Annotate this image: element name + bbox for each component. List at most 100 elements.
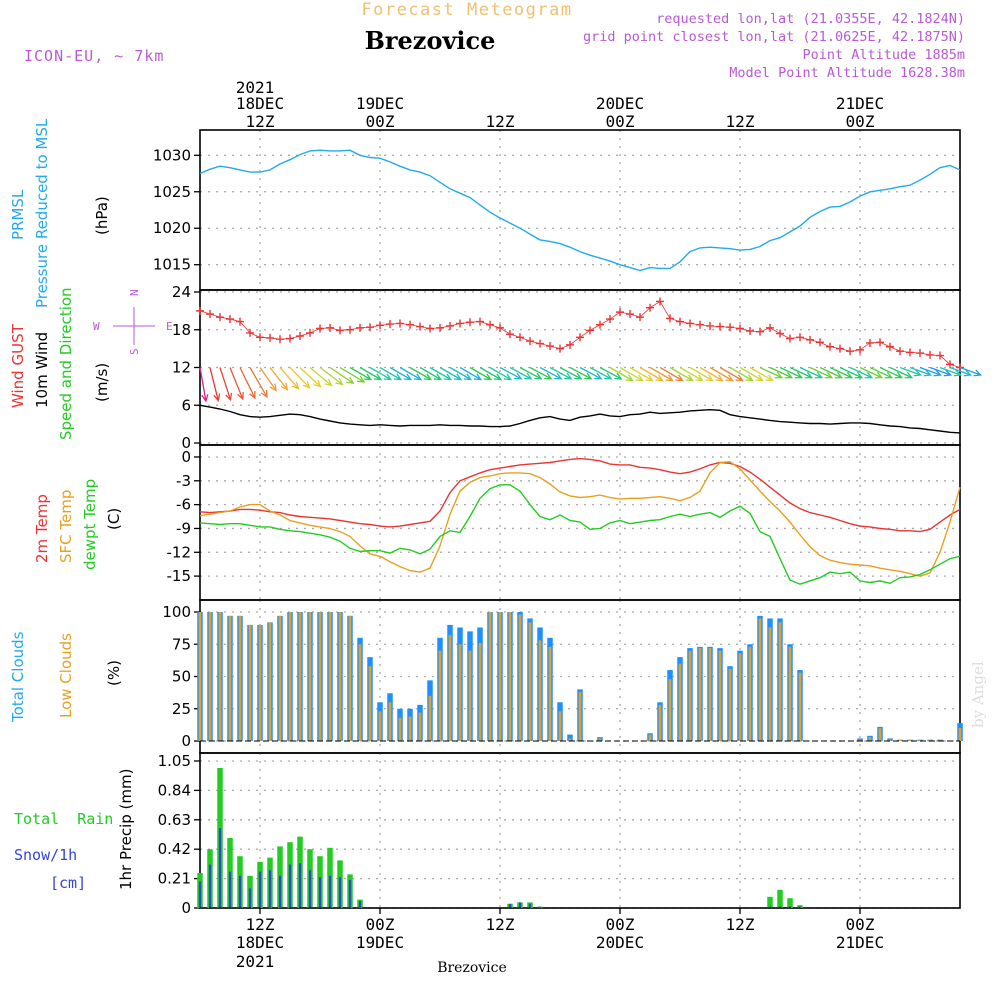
wind-arrow-head (503, 373, 513, 381)
wind-arrow (349, 366, 372, 381)
credit: by Angel (969, 661, 987, 728)
compass-rose: N W E S (93, 289, 173, 355)
ytick-label: 0 (181, 899, 191, 917)
snow-bar (508, 903, 512, 908)
ytick-label: -12 (167, 543, 192, 561)
wind-arrow (949, 366, 971, 376)
wind-arrow-head (463, 373, 473, 381)
wind-arrow-head (933, 369, 943, 377)
snow-bar (238, 875, 242, 908)
wind-arrow-head (363, 373, 373, 381)
model-name: ICON-EU, ~ 7km (24, 47, 164, 65)
wind-arrow (569, 366, 592, 380)
panel-wind: 0 6 12 18 24 (172, 283, 983, 452)
footer-location: Brezovice (437, 960, 507, 976)
label-sfc-temp: SFC Temp (57, 490, 75, 563)
wind-arrow (519, 366, 542, 380)
total-cloud-bar (887, 738, 893, 741)
snow-bar (788, 906, 792, 908)
rain-bar (767, 896, 773, 908)
ytick-label: -3 (176, 472, 191, 490)
low-cloud-bar (928, 739, 932, 741)
low-cloud-bar (448, 635, 452, 741)
wind-arrow-head (655, 374, 664, 382)
wind-arrow-head (443, 373, 453, 381)
low-cloud-bar (488, 612, 492, 741)
wind-arrow-head (874, 371, 884, 379)
wind-arrow-head (313, 379, 322, 388)
top-year: 2021 (236, 78, 275, 97)
label-ms: (m/s) (93, 363, 111, 402)
wind-arrow-head (453, 373, 463, 381)
wind-arrow (229, 367, 244, 400)
label-2m-temp: 2m Temp (33, 494, 51, 563)
bottom-date-label: 18DEC (236, 933, 284, 952)
low-cloud-bar (748, 646, 752, 741)
wind-arrow (409, 366, 432, 381)
top-date-label: 19DEC (356, 94, 404, 113)
low-cloud-bar (658, 704, 662, 741)
wind-arrow (879, 366, 903, 379)
low-cloud-bar (858, 739, 862, 741)
wind-arrow (919, 366, 941, 376)
wind-arrow (449, 366, 472, 381)
label-prmsl: PRMSL (9, 189, 27, 240)
wind-arrow (309, 367, 332, 386)
wind-arrow (779, 366, 803, 379)
wind-arrow (359, 366, 382, 381)
snow-bar (358, 901, 362, 908)
low-cloud-bar (388, 702, 392, 741)
wind-arrow-head (324, 378, 333, 387)
bottom-hour-label: 12Z (486, 915, 515, 934)
low-cloud-bar (958, 728, 962, 741)
wind-arrow (249, 367, 268, 398)
gridpoint-coords: grid point closest lon,lat (21.0625E, 42… (583, 29, 965, 45)
wind-arrow-head (715, 374, 724, 382)
wind-arrow-head (635, 374, 644, 382)
wind-arrow-head (784, 371, 794, 379)
bottom-hour-label: 12Z (246, 915, 275, 934)
wind-arrow-head (423, 373, 433, 381)
low-cloud-bar (288, 612, 292, 741)
wind-arrow-head (237, 391, 244, 401)
wind-arrow-head (493, 373, 503, 381)
compass-w: W (93, 320, 100, 333)
wind-arrow-head (544, 372, 553, 380)
low-cloud-bar (598, 738, 602, 741)
low-cloud-bar (428, 695, 432, 741)
panel-labels: PRMSL Pressure Reduced to MSL (hPa) Wind… (9, 118, 173, 892)
low-cloud-bar (398, 717, 402, 741)
wind-arrow-head (814, 371, 824, 379)
label-cm: [cm] (50, 874, 86, 892)
wind-arrow (289, 367, 310, 389)
top-date-label: 21DEC (836, 94, 884, 113)
top-hour-label: 12Z (726, 112, 755, 131)
low-cloud-bar (248, 624, 252, 741)
wind-arrow (269, 367, 288, 390)
wind-arrow-head (280, 382, 289, 391)
panel-frame (199, 129, 961, 291)
wind-arrow (699, 366, 723, 382)
ytick-label: 1.05 (158, 752, 191, 770)
panels: 1015 1020 1025 1030 0 6 12 18 24 0 -3 -6 -9 -12 -15 0 25… (153, 129, 983, 917)
ytick-label: 100 (162, 603, 191, 621)
wind-arrow (669, 366, 693, 382)
wind-arrow-head (483, 373, 493, 381)
low-cloud-bar (718, 650, 722, 741)
snow-bar (218, 828, 222, 908)
ytick-label: 1030 (153, 146, 191, 164)
wind-arrow-head (403, 373, 413, 381)
low-cloud-bar (508, 612, 512, 741)
low-cloud-bar (788, 646, 792, 741)
wind-arrow-head (695, 374, 704, 382)
wind-arrow-head (574, 372, 583, 380)
wind-arrow-head (534, 372, 543, 380)
wind-arrow (529, 366, 552, 380)
wind-arrow (439, 366, 462, 381)
wind-arrow (929, 366, 951, 376)
ytick-label: 75 (172, 635, 191, 653)
wind-arrow-head (804, 371, 814, 379)
snow-bar (338, 877, 342, 908)
low-cloud-bar (498, 612, 502, 741)
